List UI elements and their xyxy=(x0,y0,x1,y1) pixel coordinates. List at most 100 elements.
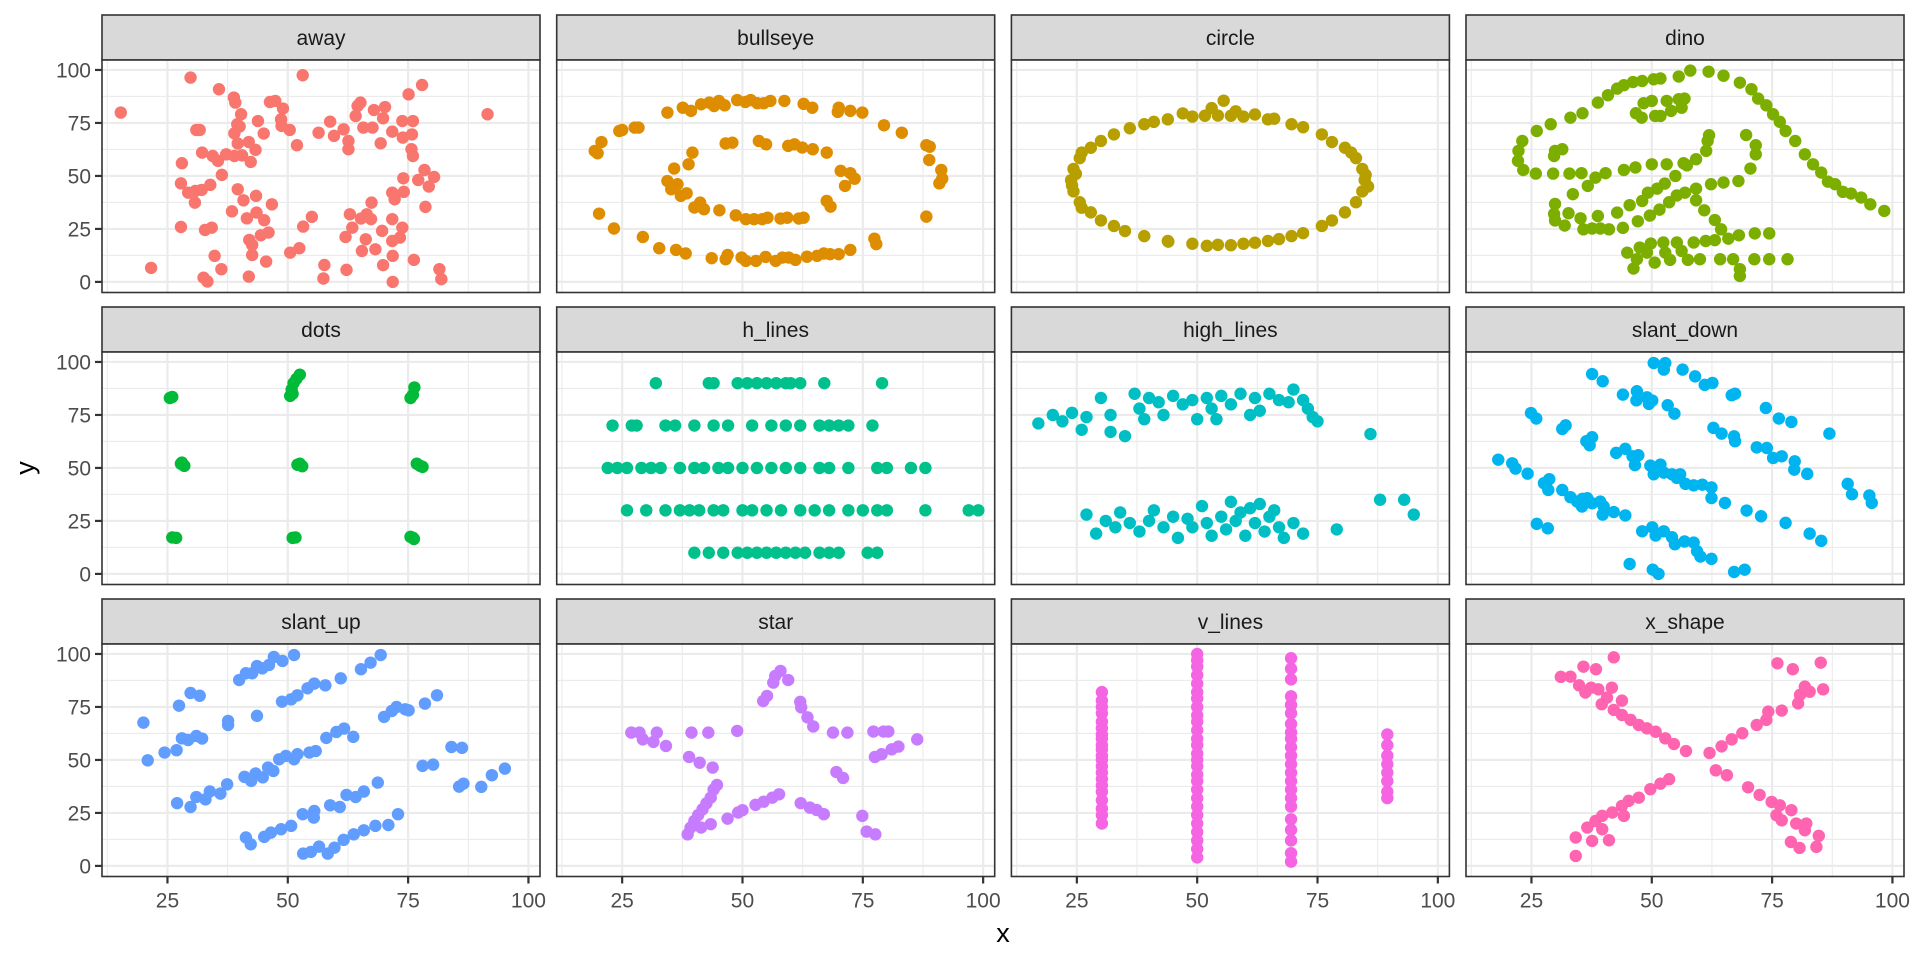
data-point xyxy=(1284,855,1298,868)
x-tick-label: 75 xyxy=(396,890,419,913)
data-point xyxy=(1190,808,1204,822)
data-point xyxy=(1815,166,1828,179)
data-point xyxy=(795,701,808,714)
data-point xyxy=(1699,234,1712,248)
data-point xyxy=(1803,685,1816,698)
data-point xyxy=(789,546,802,559)
data-point xyxy=(317,272,330,285)
data-point xyxy=(1142,391,1156,405)
data-point xyxy=(1607,505,1620,519)
data-point xyxy=(386,212,399,226)
data-point xyxy=(875,376,889,390)
data-point xyxy=(1679,744,1693,758)
data-point xyxy=(904,461,918,475)
data-point xyxy=(1338,206,1352,219)
data-point xyxy=(769,254,782,268)
facet-x-shape: x_shape 25 50 75 100 xyxy=(1465,598,1910,913)
data-point xyxy=(376,112,390,125)
data-point xyxy=(1773,799,1787,812)
data-point xyxy=(1272,232,1286,246)
data-point xyxy=(1190,660,1204,673)
data-point xyxy=(719,253,732,266)
data-point xyxy=(1653,203,1666,216)
data-point xyxy=(1785,415,1798,429)
data-point xyxy=(1759,401,1773,415)
data-point xyxy=(1781,253,1794,266)
data-point xyxy=(1530,412,1543,425)
data-point xyxy=(215,168,229,182)
data-point xyxy=(649,376,663,390)
data-point xyxy=(1311,415,1324,428)
data-point xyxy=(1699,144,1713,158)
data-point xyxy=(1325,135,1339,149)
data-point xyxy=(1718,496,1732,510)
data-point xyxy=(1123,516,1137,530)
data-point xyxy=(721,812,734,825)
x-axis-title: x xyxy=(996,918,1010,948)
data-point xyxy=(1592,683,1605,696)
data-point xyxy=(1364,427,1377,441)
data-point xyxy=(736,504,749,517)
data-point xyxy=(250,709,264,723)
data-point xyxy=(258,214,271,227)
data-point xyxy=(813,546,826,559)
data-point xyxy=(221,718,235,732)
data-point xyxy=(1750,441,1763,454)
data-point xyxy=(1705,552,1718,566)
data-point xyxy=(309,744,322,758)
facet-bullseye: bullseye xyxy=(555,14,996,294)
data-point xyxy=(1361,180,1375,193)
data-point xyxy=(730,724,744,738)
data-point xyxy=(659,504,672,517)
data-point xyxy=(636,230,650,244)
data-point xyxy=(378,100,392,114)
data-point xyxy=(347,730,360,744)
data-point xyxy=(717,504,730,517)
y-tick-label: 50 xyxy=(68,457,91,480)
data-point xyxy=(396,221,409,234)
data-point xyxy=(694,821,708,834)
facet-strip-label: h_lines xyxy=(742,319,809,342)
data-point xyxy=(1109,521,1122,534)
data-point xyxy=(1727,565,1741,579)
data-point xyxy=(705,251,718,265)
data-point xyxy=(822,546,836,559)
data-point xyxy=(426,758,440,771)
data-point xyxy=(659,739,673,753)
data-point xyxy=(1864,198,1877,211)
data-point xyxy=(1681,253,1695,267)
data-point xyxy=(419,200,432,214)
data-point xyxy=(1113,506,1127,519)
data-point xyxy=(1104,425,1117,439)
data-point xyxy=(1823,427,1836,440)
data-point xyxy=(1248,108,1262,121)
data-point xyxy=(407,253,421,267)
data-point xyxy=(1046,408,1059,422)
data-point xyxy=(1381,749,1394,762)
data-point xyxy=(1717,176,1730,189)
data-point xyxy=(193,689,206,702)
x-tick-label: 100 xyxy=(966,890,1001,913)
data-point xyxy=(1095,817,1109,830)
x-tick-label: 100 xyxy=(511,890,546,913)
data-point xyxy=(820,146,833,159)
data-point xyxy=(1516,134,1529,148)
data-point xyxy=(274,823,288,836)
data-point xyxy=(760,376,773,390)
data-point xyxy=(349,109,362,123)
data-point xyxy=(1543,472,1556,486)
data-point xyxy=(1569,849,1582,863)
data-point xyxy=(620,504,634,517)
data-point xyxy=(259,255,273,268)
data-point xyxy=(818,376,831,390)
panel-border xyxy=(1010,351,1451,586)
data-point xyxy=(772,788,786,801)
data-point xyxy=(842,419,855,432)
data-point xyxy=(882,725,895,738)
data-point xyxy=(174,220,188,234)
data-point xyxy=(1800,817,1813,830)
data-point xyxy=(1190,668,1204,682)
data-point xyxy=(844,243,857,257)
data-point xyxy=(1708,233,1722,247)
data-point xyxy=(749,254,763,268)
